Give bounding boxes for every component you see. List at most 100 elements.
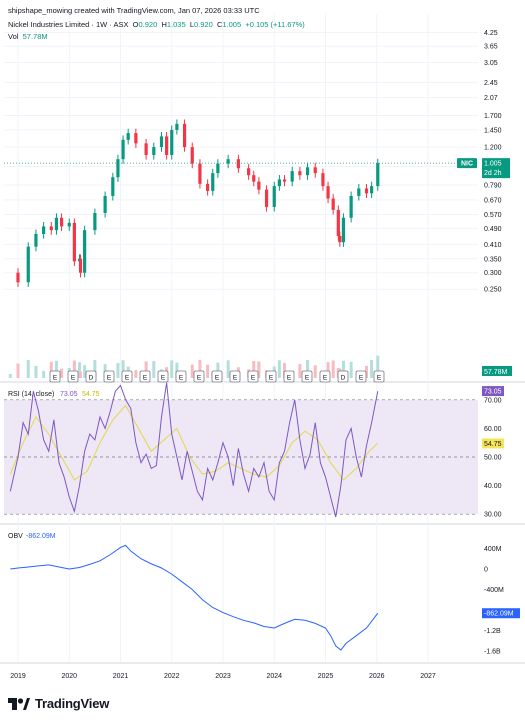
event-marker: E <box>143 375 148 382</box>
bar-countdown: 2d 2h <box>484 170 502 177</box>
price-candle <box>206 183 210 191</box>
symbol-tag-bg <box>457 158 477 169</box>
last-price-badge <box>482 158 510 179</box>
price-tick-label: 1.450 <box>484 127 502 134</box>
volume-bar <box>198 360 202 378</box>
volume-bar <box>313 365 317 378</box>
tradingview-logo-icon <box>8 697 30 710</box>
time-axis-label: 2025 <box>318 673 334 680</box>
rsi-tick-label: 40.00 <box>484 483 502 490</box>
low-value: 0.920 <box>193 20 213 29</box>
event-marker-bg <box>85 370 97 383</box>
volume-bar <box>144 361 148 378</box>
rsi-tick-label: 60.00 <box>484 426 502 433</box>
event-marker-bg <box>337 370 349 383</box>
obv-tick-label: 0 <box>484 567 488 574</box>
price-candle <box>321 173 325 187</box>
event-marker: E <box>359 375 364 382</box>
event-marker-bg <box>265 370 277 383</box>
price-candle <box>67 222 71 227</box>
price-candle <box>336 209 340 236</box>
volume-axis-value: 57.78M <box>484 369 508 376</box>
time-axis-label: 2023 <box>215 673 231 680</box>
price-candle <box>16 272 20 283</box>
rsi-ma-badge-value: 54.75 <box>484 441 502 448</box>
price-candle <box>313 167 317 174</box>
price-tick-label: 0.300 <box>484 270 502 277</box>
time-axis-label: 2020 <box>61 673 77 680</box>
event-marker-bg <box>103 370 115 383</box>
rsi-title: RSI (14, close) <box>8 391 54 398</box>
price-candle <box>370 186 374 194</box>
volume-badge <box>482 366 512 376</box>
price-tick-label: 0.570 <box>484 212 502 219</box>
low-label: L <box>189 20 194 29</box>
price-candle <box>338 235 342 243</box>
event-marker: D <box>341 375 346 382</box>
price-candle <box>116 159 120 178</box>
obv-tick-label: -400M <box>484 587 504 594</box>
event-marker-bg <box>139 370 151 383</box>
price-candle <box>152 147 156 155</box>
price-candle <box>134 133 138 144</box>
volume-bar <box>216 362 220 378</box>
price-tick-label: 3.65 <box>484 44 498 51</box>
price-candle <box>126 133 130 140</box>
event-marker-bg <box>301 370 313 383</box>
obv-line <box>10 544 379 651</box>
price-candle <box>247 168 251 176</box>
volume-bar <box>257 361 261 378</box>
price-tick-label: 2.07 <box>484 95 498 102</box>
event-marker: E <box>197 375 202 382</box>
event-marker: E <box>161 375 166 382</box>
close-value: 1.005 <box>222 20 242 29</box>
volume-bar <box>190 364 194 378</box>
price-candle <box>376 163 380 187</box>
symbol-legend: Nickel Industries Limited · 1W · ASX O 0.… <box>8 20 305 29</box>
price-candle <box>26 246 30 283</box>
price-tick-label: 0.790 <box>484 182 502 189</box>
event-marker: E <box>71 375 76 382</box>
price-candle <box>144 143 148 155</box>
price-candle <box>305 167 310 176</box>
volume-bar <box>206 364 210 378</box>
credit-line: shipshape_mowing created with TradingVie… <box>8 6 260 15</box>
symbol-title: Nickel Industries Limited · 1W · ASX <box>8 20 129 29</box>
time-axis-label: 2027 <box>420 673 436 680</box>
price-candle <box>175 123 179 130</box>
rsi-badge <box>482 386 504 397</box>
event-marker: E <box>233 375 238 382</box>
price-candle <box>42 226 46 234</box>
price-tick-label: 2.45 <box>484 80 498 87</box>
obv-title: OBV <box>8 533 23 540</box>
volume-bar <box>365 365 368 378</box>
price-candle <box>103 195 107 213</box>
time-axis-label: 2021 <box>113 673 129 680</box>
obv-tick-label: -1.2B <box>484 628 501 635</box>
event-marker-bg <box>49 370 61 383</box>
volume-bar <box>306 360 310 378</box>
event-marker-bg <box>67 370 79 383</box>
event-marker: E <box>269 375 274 382</box>
event-marker: E <box>125 375 130 382</box>
volume-bar <box>72 360 76 378</box>
event-marker-bg <box>211 370 223 383</box>
price-tick-label: 4.25 <box>484 30 498 37</box>
volume-legend: Vol 57.78M <box>8 32 48 41</box>
volume-bar <box>78 362 81 378</box>
time-axis-label: 2024 <box>266 673 282 680</box>
volume-bar <box>8 374 12 378</box>
volume-bar <box>93 360 97 378</box>
rsi-tick-label: 30.00 <box>484 512 502 519</box>
time-axis-label: 2019 <box>10 673 26 680</box>
price-candle <box>93 212 97 231</box>
event-marker: E <box>107 375 112 382</box>
open-label: O <box>132 20 139 29</box>
volume-bar <box>16 363 20 378</box>
event-marker: E <box>251 375 256 382</box>
volume-bar <box>376 355 380 378</box>
event-marker-bg <box>121 370 133 383</box>
volume-bar <box>349 361 353 378</box>
tradingview-logo-text: TradingView <box>35 696 110 711</box>
price-tick-label: 0.250 <box>484 287 502 294</box>
